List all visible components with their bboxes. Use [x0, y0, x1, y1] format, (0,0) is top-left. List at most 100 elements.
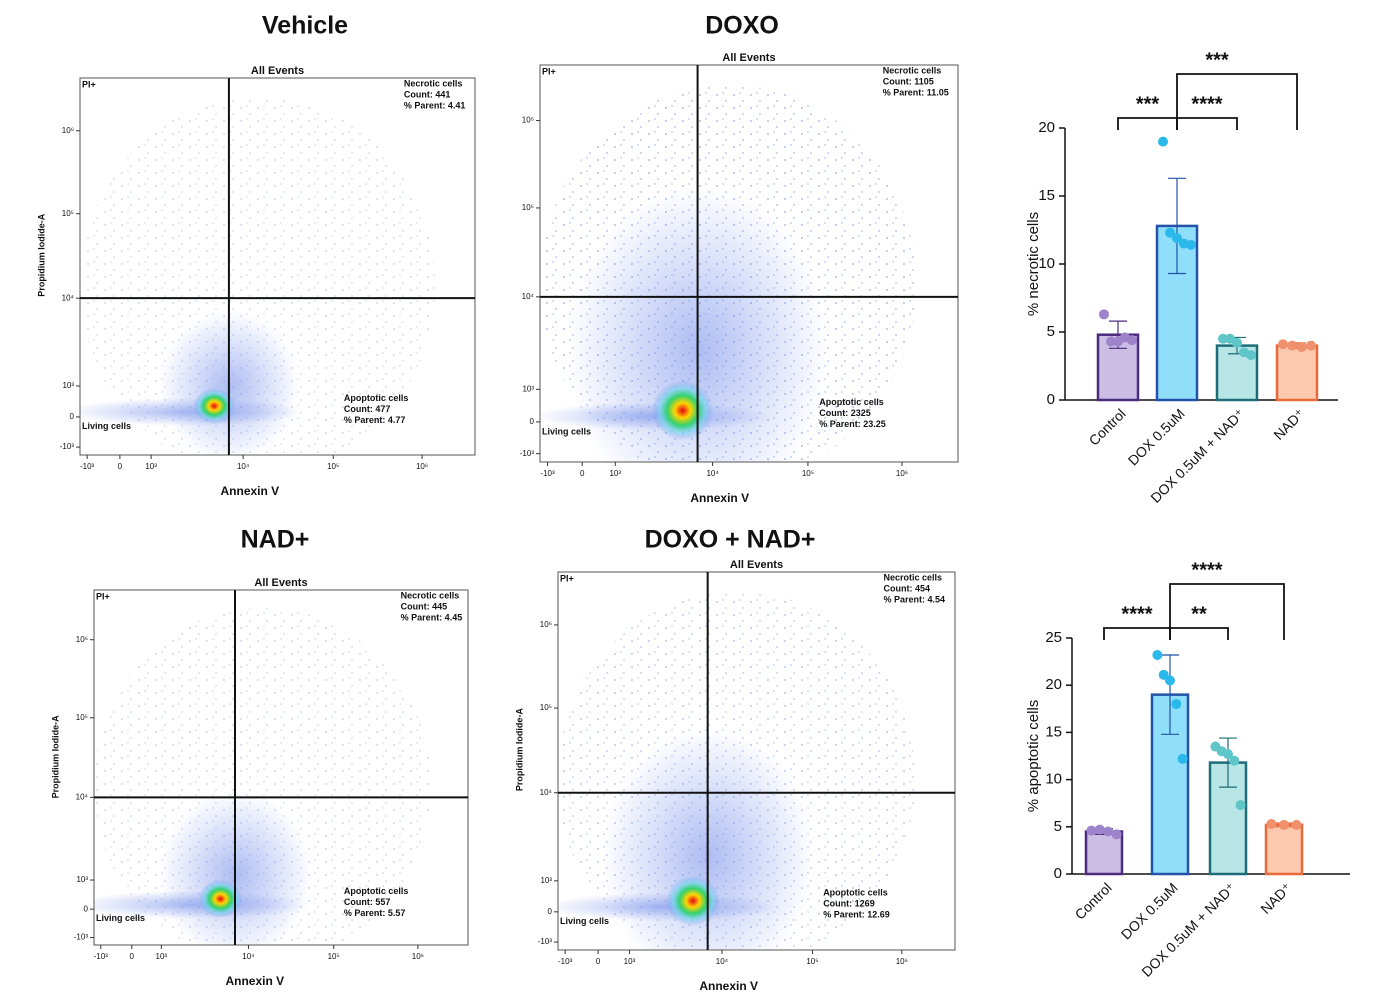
x-tick-label: 10⁴	[242, 952, 255, 961]
significance-bracket	[1176, 73, 1298, 130]
y-tick-label: 15	[1045, 723, 1062, 740]
necrotic-stat: % Parent: 4.41	[404, 100, 466, 110]
y-tick-label: 10⁵	[540, 703, 552, 712]
event-core	[665, 875, 720, 927]
y-tick-label: 10⁴	[76, 792, 89, 801]
data-point	[1229, 755, 1240, 766]
apoptotic-stat: Apoptotic cells	[823, 888, 888, 898]
y-tick-label: 10³	[522, 384, 534, 393]
data-point	[1218, 333, 1228, 344]
data-point	[1106, 336, 1116, 347]
panel-title: NAD+	[241, 526, 310, 554]
significance-bracket	[1169, 583, 1285, 640]
y-tick-label: -10³	[60, 442, 75, 451]
significance-label: ****	[1191, 559, 1222, 581]
necrotic-stat: Count: 445	[401, 601, 448, 611]
y-tick-label: 0	[70, 412, 75, 421]
density-shading	[558, 590, 916, 950]
plot-frame	[79, 77, 476, 456]
x-tick-label: Control	[1086, 405, 1129, 448]
apoptotic-stat: Count: 2325	[819, 408, 871, 418]
y-tick-label: 10	[1045, 771, 1062, 788]
panel-title: DOXO	[705, 12, 779, 40]
living-label: Living cells	[82, 421, 131, 431]
apoptotic-stat: % Parent: 12.69	[823, 910, 890, 920]
y-tick-label: 10³	[76, 875, 88, 884]
plot-frame	[557, 571, 956, 951]
living-label: Living cells	[560, 916, 609, 926]
significance-bracket	[1169, 627, 1229, 640]
y-tick-label: 0	[1047, 391, 1055, 408]
x-tick-label: -10³	[80, 462, 95, 471]
x-tick-label: 0	[580, 469, 585, 478]
y-axis-label: Propidium Iodide-A	[50, 715, 60, 798]
data-point	[1111, 829, 1122, 840]
x-tick-label: 10⁶	[896, 469, 908, 478]
gate-label: PI+	[96, 591, 110, 601]
y-tick-label: 10⁴	[522, 292, 535, 301]
x-tick-label: 10⁴	[706, 469, 719, 478]
plot-title: All Events	[722, 52, 775, 64]
data-point	[1165, 227, 1175, 238]
bar	[1264, 823, 1304, 876]
x-tick-label: 10⁵	[802, 469, 814, 478]
x-tick-label: 0	[130, 952, 135, 961]
bar-chart: 0 5 10 15 20 25 % apoptotic cells Control DOX 0.…	[1025, 559, 1350, 980]
x-tick-label: 10⁵	[327, 462, 339, 471]
data-point	[1246, 350, 1256, 361]
x-tick-label: 0	[596, 957, 601, 966]
data-point	[1232, 337, 1242, 348]
apoptotic-stat: Apoptotic cells	[819, 397, 884, 407]
y-tick-label: 10⁴	[540, 788, 553, 797]
x-tick-label: 10⁶	[412, 952, 424, 961]
apoptotic-stat: % Parent: 4.77	[344, 415, 406, 425]
significance-bracket	[1176, 117, 1238, 130]
density-shading	[80, 96, 436, 455]
y-tick-label: 0	[84, 904, 89, 913]
x-tick-label: 0	[118, 462, 123, 471]
data-point	[1165, 675, 1175, 686]
y-tick-label: 10⁶	[76, 635, 88, 644]
event-core	[193, 387, 236, 424]
x-tick-label: 10⁶	[896, 957, 908, 966]
significance-label: ***	[1136, 93, 1160, 115]
y-tick-label: 20	[1038, 119, 1055, 136]
significance-bracket	[1117, 117, 1178, 130]
y-tick-label: 10⁶	[522, 116, 534, 125]
necrotic-stat: Count: 1105	[883, 76, 934, 86]
y-tick-label: 10	[1038, 255, 1055, 272]
apoptotic-stat: % Parent: 5.57	[344, 908, 406, 918]
apoptotic-stat: Apoptotic cells	[344, 886, 409, 896]
data-point	[1099, 309, 1109, 320]
data-point	[1086, 825, 1097, 836]
y-tick-label: -10³	[74, 933, 89, 942]
necrotic-stat: Necrotic cells	[401, 590, 460, 600]
y-axis-label: % apoptotic cells	[1025, 700, 1042, 813]
x-tick-label: 10³	[624, 957, 636, 966]
x-tick-label: -10³	[94, 952, 109, 961]
plot-frame	[93, 589, 469, 946]
data-point	[1306, 340, 1316, 351]
necrotic-stat: Count: 441	[404, 89, 451, 99]
y-tick-label: 5	[1054, 818, 1062, 835]
y-tick-label: 10⁵	[522, 203, 534, 212]
x-axis-label: Annexin V	[699, 979, 758, 993]
data-point	[1152, 649, 1163, 660]
x-tick-label: 10³	[156, 952, 168, 961]
living-label: Living cells	[96, 913, 145, 923]
y-tick-label: 10⁵	[76, 713, 88, 722]
y-tick-label: 0	[548, 907, 553, 916]
necrotic-stat: % Parent: 11.05	[883, 87, 949, 97]
data-point	[1127, 335, 1137, 346]
y-tick-label: 10⁴	[62, 293, 75, 302]
gate-label: PI+	[82, 79, 96, 89]
x-tick-label: 10⁵	[806, 957, 818, 966]
x-tick-label: 10³	[609, 469, 621, 478]
data-point	[1291, 819, 1302, 830]
data-point	[1235, 800, 1246, 811]
apoptotic-stat: Count: 477	[344, 404, 391, 414]
